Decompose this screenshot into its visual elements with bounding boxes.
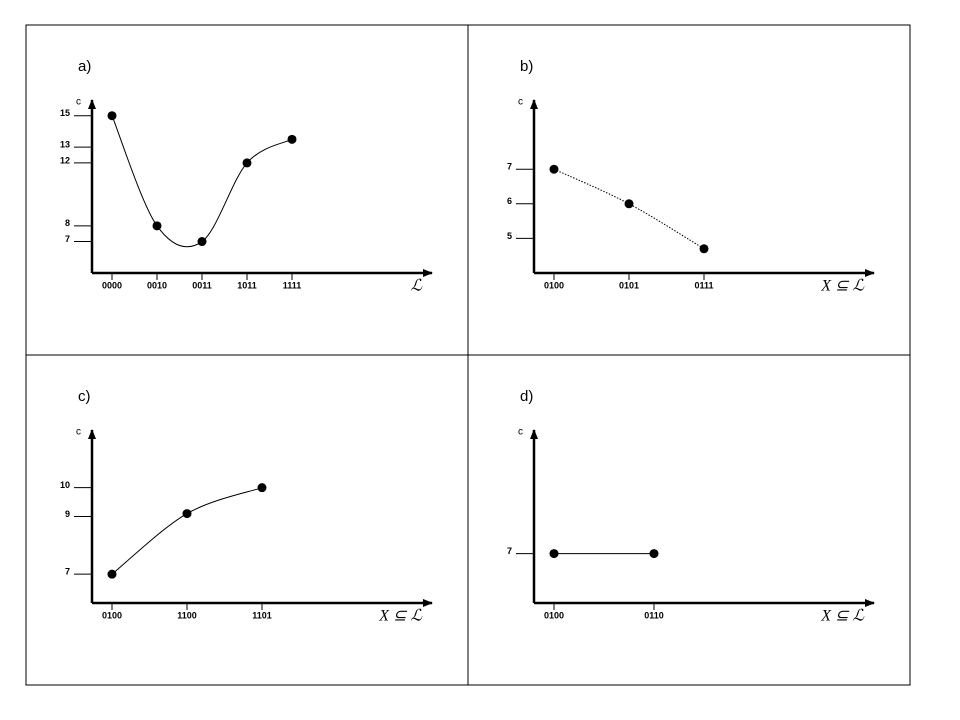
- x-tick-label: 0110: [644, 610, 664, 620]
- curve: [111, 115, 293, 248]
- point: [197, 237, 207, 247]
- x-tick-label: 0011: [192, 280, 212, 290]
- y-axis-label: c: [76, 427, 81, 438]
- y-axis-label: c: [76, 97, 81, 108]
- point: [257, 483, 267, 493]
- y-tick-label: 7: [65, 567, 70, 577]
- panel-title: b): [520, 58, 533, 75]
- x-tick-label: 0101: [619, 280, 639, 290]
- y-tick-label: 5: [507, 231, 512, 241]
- point: [107, 569, 117, 579]
- point: [182, 509, 192, 519]
- x-axis-label: X ⊆ ℒ: [820, 278, 864, 295]
- curve: [553, 168, 705, 250]
- y-tick-label: 12: [60, 155, 70, 165]
- x-tick-label: 1101: [252, 610, 272, 620]
- point: [549, 164, 559, 174]
- point: [152, 221, 162, 231]
- y-tick-label: 8: [65, 218, 70, 228]
- x-axis-label: X ⊆ ℒ: [378, 608, 422, 625]
- y-tick-label: 7: [507, 162, 512, 172]
- panel-title: a): [78, 58, 91, 75]
- x-tick-label: 1111: [283, 280, 302, 290]
- x-axis-label: ℒ: [410, 278, 422, 295]
- y-axis-label: c: [518, 427, 523, 438]
- x-tick-label: 0100: [544, 610, 564, 620]
- x-tick-label: 0100: [102, 610, 122, 620]
- y-tick-label: 6: [507, 196, 512, 206]
- y-tick-label: 7: [65, 234, 70, 244]
- point: [699, 244, 709, 254]
- x-tick-label: 0000: [102, 280, 122, 290]
- point: [624, 199, 634, 209]
- x-tick-label: 1100: [177, 610, 197, 620]
- x-tick-label: 1011: [237, 280, 257, 290]
- y-tick-label: 13: [60, 140, 70, 150]
- x-tick-label: 0100: [544, 280, 564, 290]
- point: [649, 549, 659, 559]
- point: [549, 549, 559, 559]
- y-tick-label: 10: [60, 480, 70, 490]
- x-tick-label: 0111: [694, 280, 713, 290]
- y-tick-label: 15: [60, 108, 70, 118]
- y-tick-label: 7: [507, 546, 512, 556]
- panel-title: c): [78, 388, 91, 405]
- y-axis-label: c: [518, 97, 523, 108]
- x-axis-label: X ⊆ ℒ: [820, 608, 864, 625]
- point: [242, 158, 252, 168]
- point: [107, 111, 117, 121]
- y-tick-label: 9: [65, 509, 70, 519]
- panel-title: d): [520, 388, 533, 405]
- curve: [111, 487, 263, 575]
- x-tick-label: 0010: [147, 280, 167, 290]
- point: [287, 134, 297, 144]
